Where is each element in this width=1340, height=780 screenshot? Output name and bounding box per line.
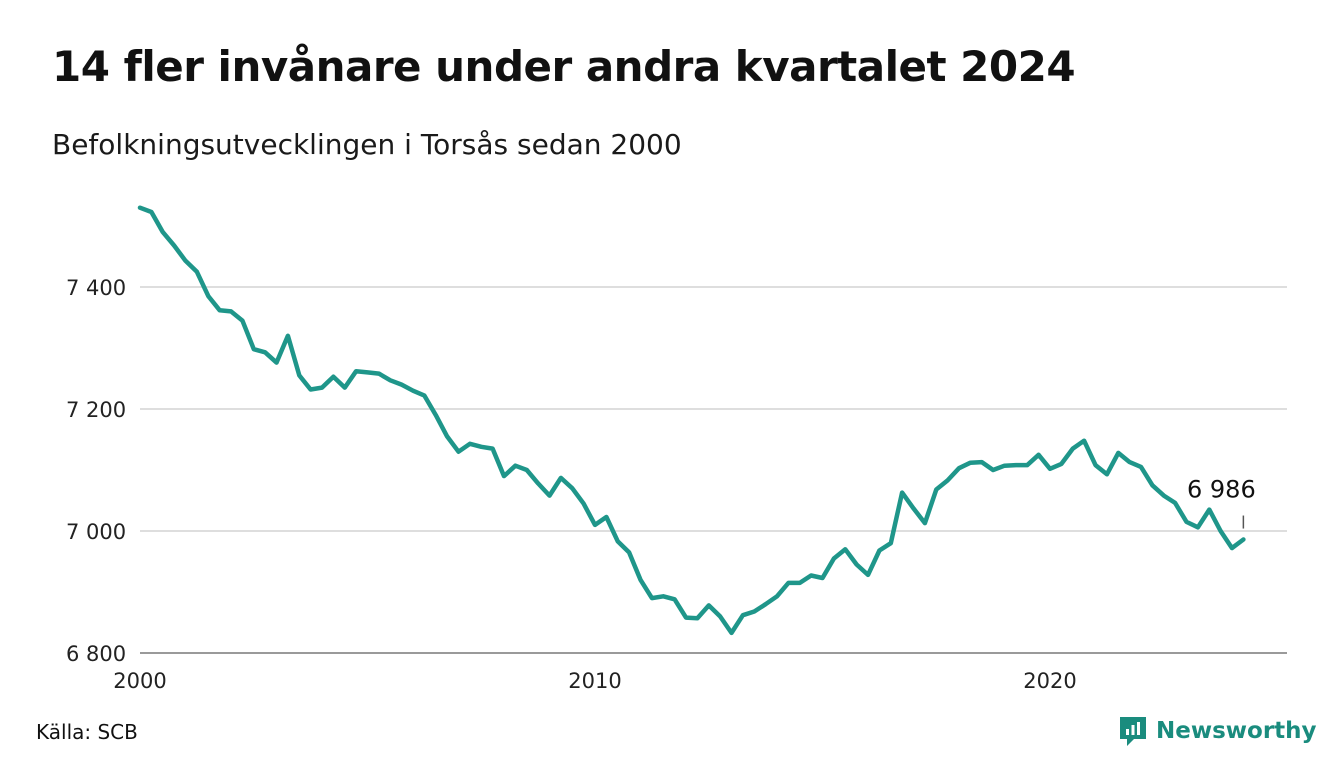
brand[interactable]: Newsworthy [1118,714,1317,748]
y-tick-label: 6 800 [66,642,126,666]
x-tick-label: 2010 [568,669,621,693]
y-tick-label: 7 000 [66,520,126,544]
source-note: Källa: SCB [36,720,138,744]
chart-subtitle: Befolkningsutvecklingen i Torsås sedan 2… [52,128,682,161]
line-chart: 6 800 7 000 7 200 7 400 2000 2010 2020 6 986 [66,205,1287,693]
last-value-label: 6 986 [1187,476,1256,504]
y-tick-label: 7 200 [66,398,126,422]
x-tick-label: 2000 [113,669,166,693]
brand-name: Newsworthy [1156,718,1317,744]
chart-title: 14 fler invånare under andra kvartalet 2… [52,42,1076,91]
x-tick-label: 2020 [1023,669,1076,693]
newsworthy-logo-icon [1120,717,1146,746]
series-line [137,205,1246,636]
y-tick-label: 7 400 [66,276,126,300]
